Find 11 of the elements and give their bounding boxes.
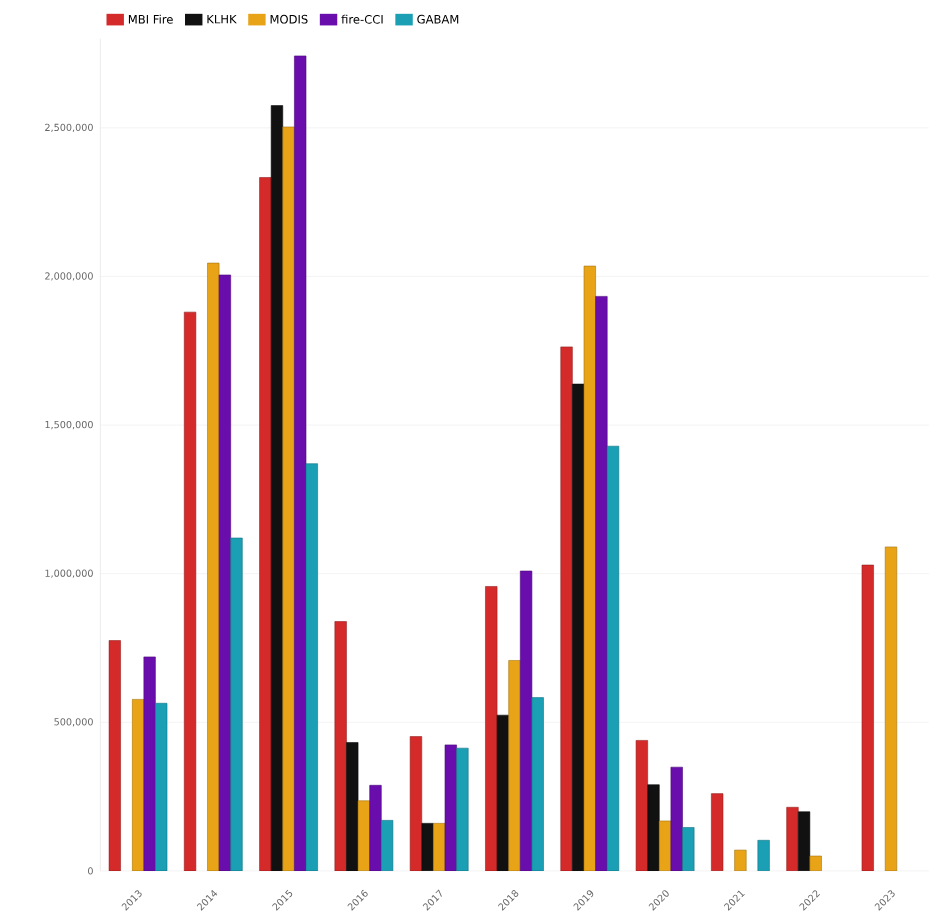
bar [143,656,156,872]
bar [560,346,573,872]
bar [595,296,608,872]
bar [369,785,382,872]
bar [508,660,521,872]
bar [757,840,770,872]
bar [259,177,272,872]
bar [230,538,243,872]
bar [456,748,469,872]
bar [282,126,295,872]
bar [786,807,799,872]
